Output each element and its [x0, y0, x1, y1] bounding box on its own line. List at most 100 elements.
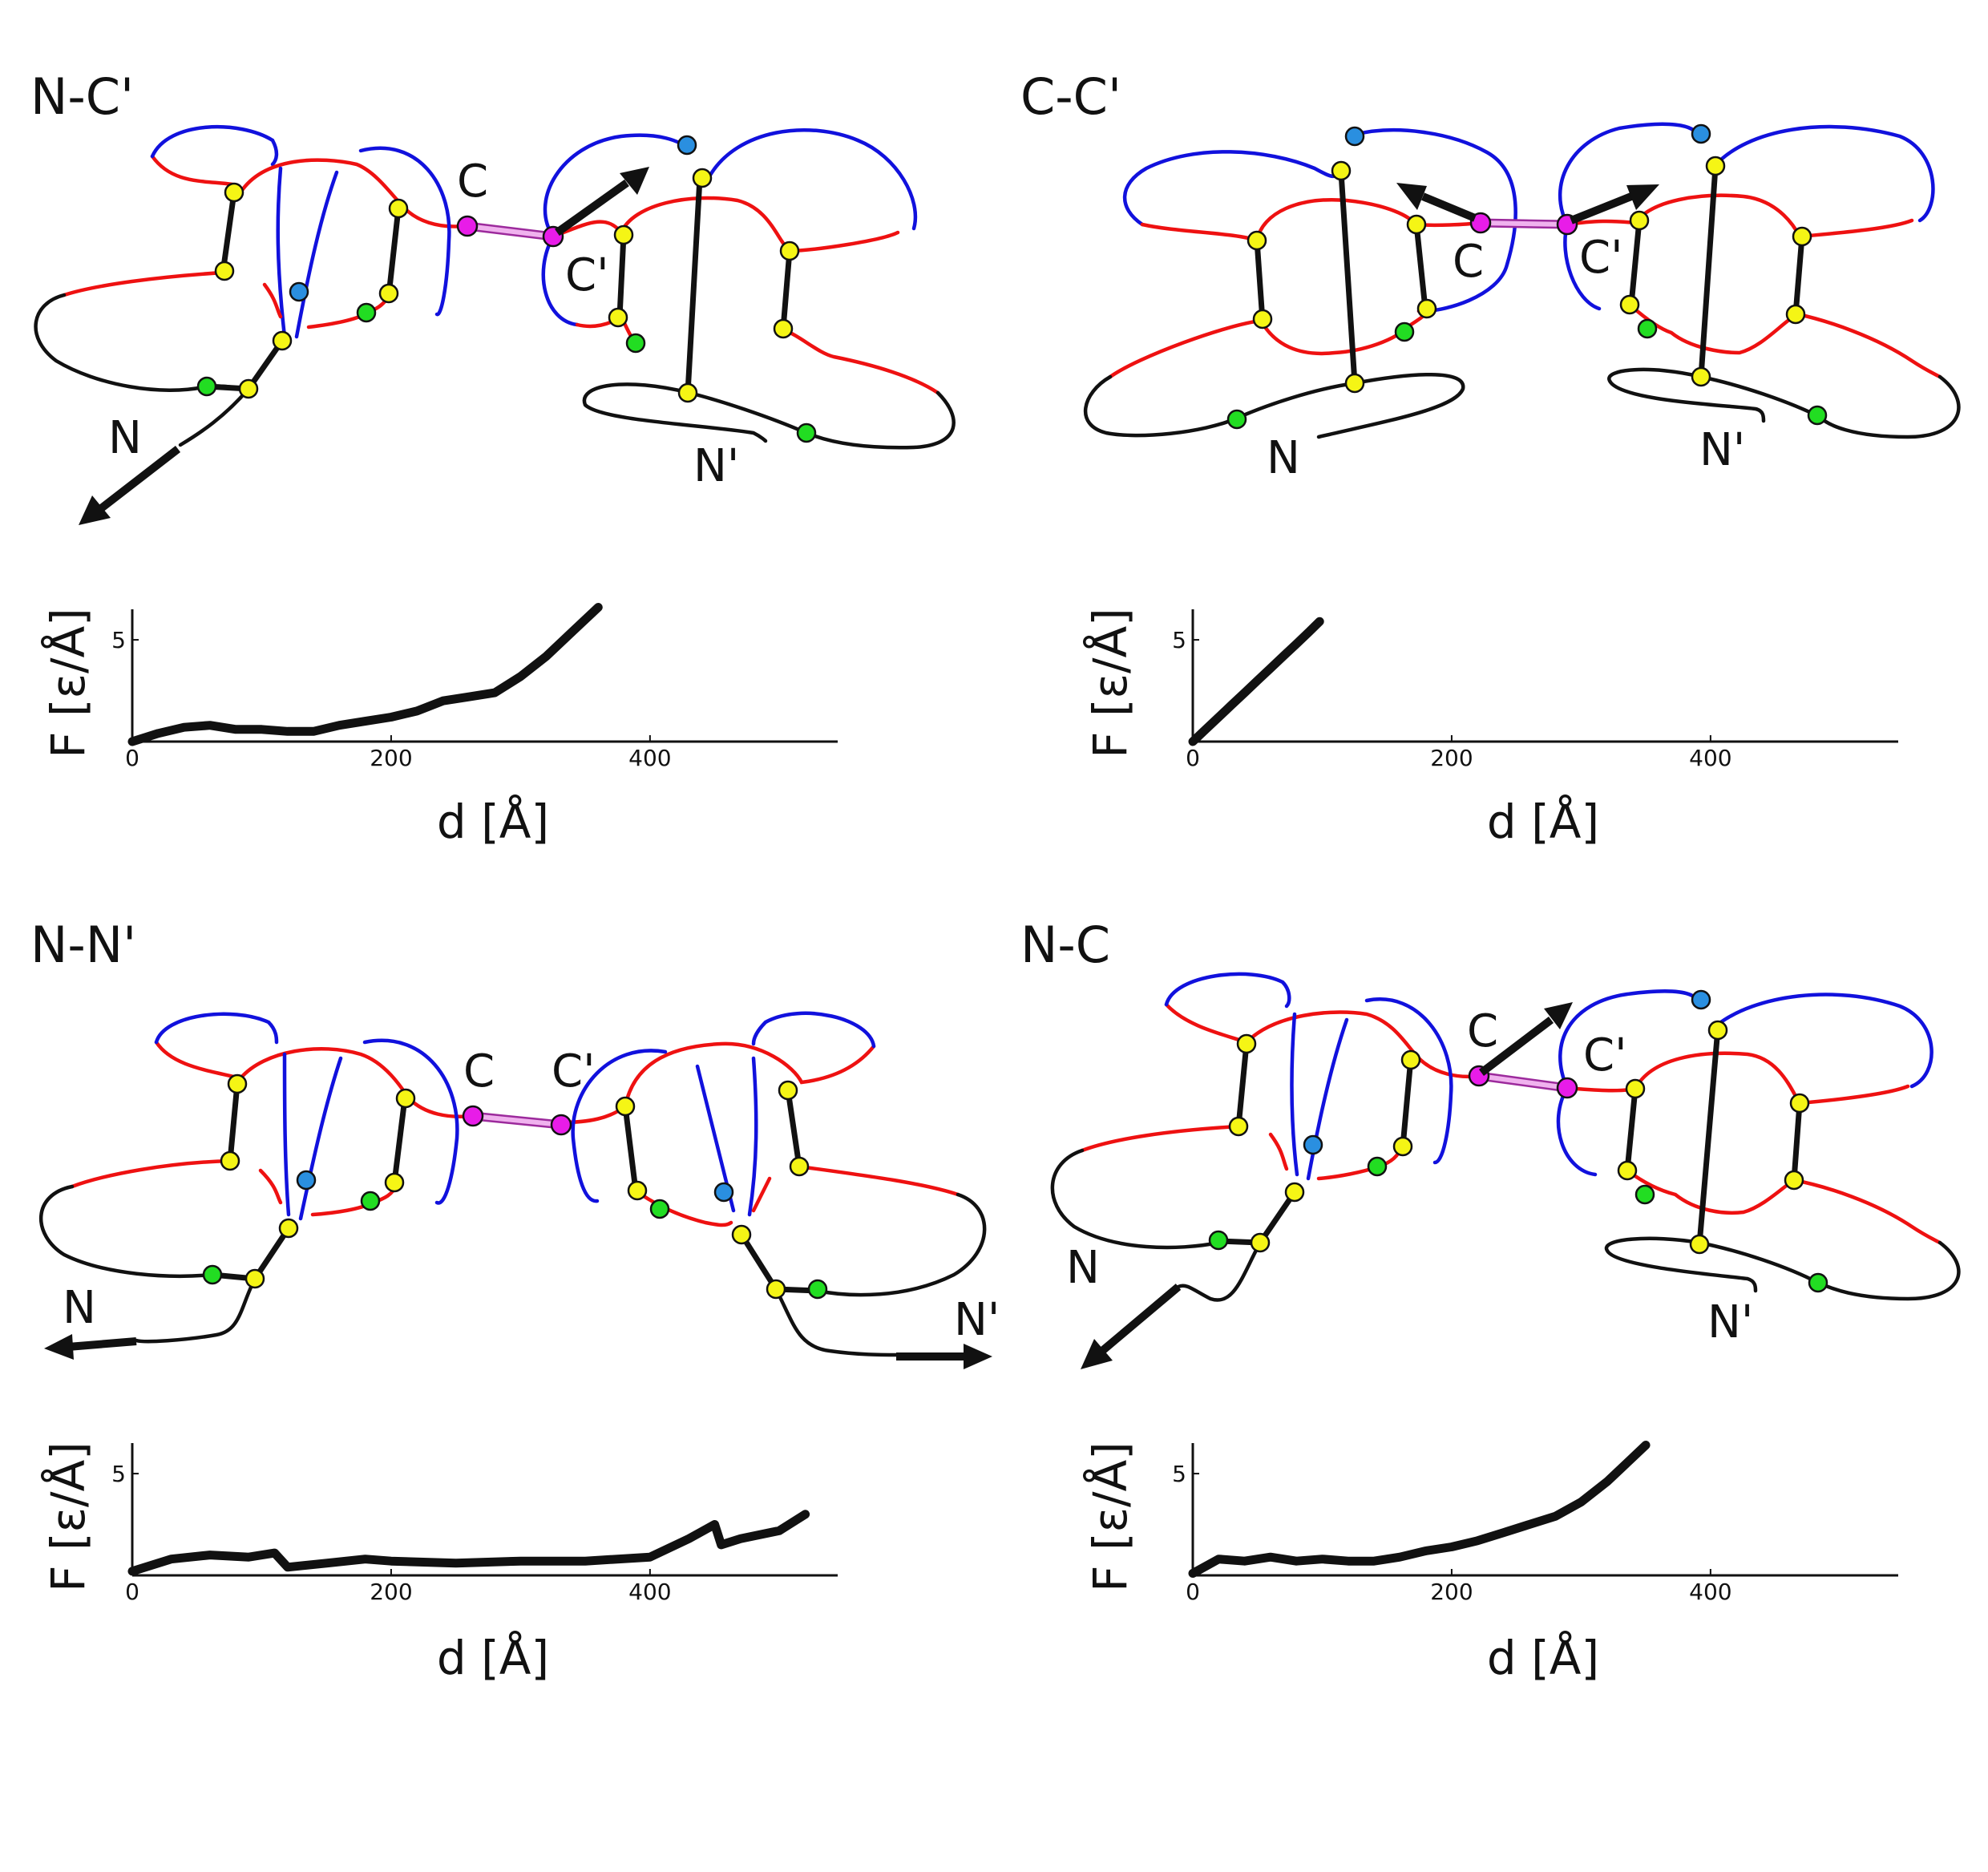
- loop-blue: [298, 1056, 343, 1221]
- pull-arrow-n-icon: [44, 1334, 137, 1360]
- magenta-bead: [456, 215, 479, 237]
- loop-red: [1080, 1124, 1241, 1153]
- panel-cc-prime: C-C': [1020, 67, 1961, 849]
- yellow-bead: [613, 224, 634, 245]
- loop-black: [38, 1184, 257, 1281]
- loop-black: [1176, 1240, 1263, 1302]
- yellow-bead: [1406, 214, 1427, 235]
- loop-blue: [362, 1038, 459, 1205]
- left-monomer: [38, 1012, 475, 1344]
- yellow-bead: [1691, 366, 1711, 387]
- yellow-bead: [779, 241, 800, 261]
- yellow-bead: [1228, 1116, 1249, 1137]
- disulfide-bond: [1791, 1100, 1803, 1183]
- disulfide-bond: [616, 232, 627, 320]
- disulfide-bond: [1257, 1189, 1298, 1246]
- panel-title: N-C: [1020, 916, 1110, 974]
- x-tick-label: 0: [1186, 745, 1200, 771]
- loop-blue: [1711, 124, 1935, 223]
- loop-blue: [154, 1012, 279, 1045]
- loop-red: [1164, 1002, 1249, 1045]
- x-tick-label: 200: [1430, 1579, 1473, 1605]
- terminal-label-c-prime: C': [552, 1045, 596, 1098]
- terminal-label-n: N: [63, 1282, 96, 1334]
- y-axis-label: F [ε/Å]: [40, 608, 95, 758]
- yellow-bead: [1629, 210, 1650, 231]
- yellow-bead: [272, 330, 293, 351]
- loop-blue: [150, 124, 279, 167]
- disulfide-bond: [780, 248, 793, 332]
- terminal-label-c-prime: C': [1583, 1029, 1627, 1082]
- y-tick-label: 5: [1172, 627, 1186, 653]
- loop-black: [582, 382, 956, 450]
- loop-blue: [541, 234, 580, 327]
- left-monomer: [34, 124, 467, 447]
- green-bead: [1634, 1184, 1655, 1205]
- protein-cartoon-nn-prime: C C' N N': [38, 1011, 1000, 1369]
- yellow-bead: [1247, 230, 1267, 251]
- yellow-bead: [608, 307, 628, 328]
- loop-blue: [1563, 222, 1602, 311]
- loop-red: [1565, 1051, 1910, 1106]
- yellow-bead: [731, 1224, 752, 1245]
- terminal-label-n: N: [1267, 432, 1300, 484]
- loop-blue: [282, 1052, 291, 1217]
- loop-red: [559, 1041, 876, 1125]
- force-curve: [1188, 1441, 1651, 1578]
- loop-blue: [1164, 972, 1291, 1009]
- x-tick-label: 400: [628, 1579, 671, 1605]
- yellow-bead: [1236, 1033, 1257, 1054]
- loop-black: [34, 293, 251, 392]
- yellow-bead: [1284, 1182, 1305, 1203]
- force-curve: [127, 1510, 810, 1576]
- yellow-bead: [224, 182, 244, 203]
- magenta-bead: [1556, 1077, 1578, 1099]
- yellow-bead: [378, 283, 399, 304]
- magenta-bead: [1469, 212, 1492, 234]
- blue-bead: [1691, 989, 1711, 1010]
- terminal-label-n: N: [108, 412, 142, 464]
- green-bead: [1208, 1230, 1229, 1251]
- terminal-label-c: C: [1453, 236, 1484, 288]
- pull-arrow-c-icon: [1478, 1002, 1573, 1076]
- loop-red: [1108, 318, 1263, 379]
- blue-bead: [1691, 123, 1711, 144]
- yellow-bead: [677, 382, 698, 403]
- x-tick-label: 0: [1186, 1579, 1200, 1605]
- disulfide-bond: [1338, 169, 1358, 386]
- yellow-bead: [1400, 1049, 1421, 1070]
- loop-red: [751, 1176, 772, 1213]
- terminal-label-n-prime: N': [1707, 1296, 1753, 1348]
- loop-blue: [358, 146, 451, 317]
- yellow-bead: [692, 168, 713, 188]
- x-tick-label: 400: [628, 745, 671, 771]
- y-tick-label: 5: [111, 627, 126, 653]
- disulfide-bond: [785, 1087, 802, 1170]
- green-bead: [202, 1264, 223, 1285]
- loop-red: [797, 1164, 960, 1197]
- y-axis-label: F [ε/Å]: [1082, 608, 1137, 758]
- loop-blue: [1713, 993, 1933, 1089]
- pull-arrow-n-prime-icon: [896, 1344, 992, 1369]
- loop-red: [306, 293, 391, 330]
- yellow-bead: [238, 378, 259, 399]
- pull-arrow-n-icon: [79, 446, 181, 525]
- yellow-bead: [1784, 1170, 1804, 1191]
- y-tick-label: 5: [1172, 1461, 1186, 1487]
- x-axis-label: d [Å]: [1487, 794, 1599, 849]
- loop-red: [150, 154, 235, 187]
- disulfide-bond: [1698, 164, 1719, 380]
- loop-blue: [1290, 1012, 1299, 1177]
- loop-red: [238, 1047, 475, 1119]
- yellow-bead: [1689, 1234, 1710, 1255]
- disulfide-bond: [252, 1225, 292, 1282]
- blue-bead: [289, 281, 309, 302]
- yellow-bead: [1789, 1093, 1810, 1114]
- x-axis-label: d [Å]: [437, 1630, 549, 1685]
- yellow-bead: [1792, 226, 1812, 247]
- disulfide-bond: [1413, 221, 1428, 312]
- blue-bead: [677, 135, 697, 156]
- loop-red: [1316, 1144, 1404, 1181]
- pull-arrow-c-icon: [1396, 183, 1477, 222]
- terminal-label-n: N: [1066, 1242, 1100, 1294]
